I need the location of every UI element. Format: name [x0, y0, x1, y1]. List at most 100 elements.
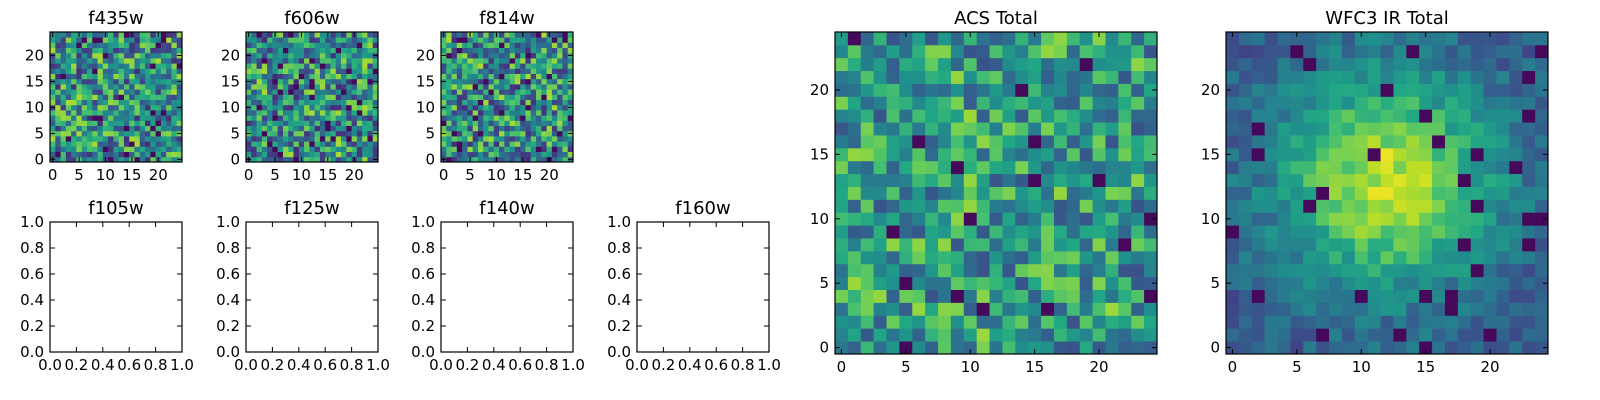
heatmap-cell: [557, 120, 563, 126]
heatmap-cell: [477, 156, 484, 163]
heatmap-cell: [1264, 186, 1278, 200]
heatmap-cell: [472, 115, 479, 121]
heatmap-cell: [886, 302, 900, 316]
heatmap-cell: [1444, 341, 1459, 355]
heatmap-cell: [514, 99, 521, 106]
heatmap-cell: [1066, 250, 1081, 265]
heatmap-cell: [499, 125, 505, 132]
heatmap-cell: [113, 47, 120, 54]
heatmap-cell: [1041, 199, 1055, 213]
heatmap-cell: [145, 63, 151, 69]
heatmap-cell: [288, 125, 294, 132]
heatmap-cell: [1226, 276, 1240, 290]
heatmap-cell: [335, 37, 342, 43]
heatmap-cell: [499, 115, 505, 121]
heatmap-cell: [546, 115, 553, 121]
heatmap-cell: [76, 42, 83, 48]
heatmap-cell: [102, 115, 109, 121]
heatmap-cell: [293, 63, 300, 69]
heatmap-cell: [309, 68, 316, 74]
heatmap-cell: [1131, 135, 1145, 149]
heatmap-cell: [351, 47, 358, 54]
heatmap-cell: [113, 146, 120, 152]
heatmap-cell: [1079, 173, 1093, 187]
x-tick-label: 0.2: [64, 356, 88, 374]
heatmap-cell: [251, 141, 257, 147]
heatmap-cell: [1226, 250, 1240, 265]
heatmap-cell: [562, 73, 569, 80]
x-tick-label: 15: [1416, 358, 1435, 376]
heatmap-cell: [504, 94, 511, 100]
heatmap-cell: [60, 52, 67, 59]
heatmap-cell: [1432, 122, 1446, 136]
heatmap-cell: [1316, 250, 1330, 265]
heatmap-cell: [1509, 147, 1523, 162]
heatmap-cell: [493, 136, 500, 142]
heatmap-cell: [1316, 109, 1330, 123]
heatmap-cell: [356, 156, 363, 163]
heatmap-cell: [567, 68, 574, 74]
heatmap-cell: [1496, 32, 1510, 46]
heatmap-cell: [288, 110, 294, 116]
heatmap-cell: [304, 136, 310, 142]
heatmap-cell: [102, 47, 109, 54]
heatmap-cell: [1303, 250, 1317, 265]
heatmap-cell: [1393, 289, 1407, 303]
heatmap-cell: [145, 78, 151, 85]
heatmap-cell: [134, 94, 141, 100]
heatmap-cell: [92, 125, 98, 132]
heatmap-cell: [256, 99, 263, 106]
heatmap-cell: [530, 68, 537, 74]
heatmap-cell: [873, 57, 887, 72]
heatmap-cell: [86, 110, 93, 116]
heatmap-cell: [525, 52, 532, 59]
heatmap-cell: [261, 110, 268, 116]
heatmap-cell: [293, 110, 300, 116]
heatmap-cell: [108, 32, 114, 38]
heatmap-cell: [176, 32, 183, 38]
heatmap-cell: [525, 104, 532, 111]
heatmap-cell: [477, 52, 484, 59]
heatmap-cell: [1290, 122, 1304, 136]
heatmap-cell: [1354, 83, 1369, 97]
heatmap-cell: [351, 115, 358, 121]
heatmap-cell: [912, 289, 926, 303]
heatmap-cell: [288, 136, 294, 142]
heatmap-cell: [1015, 263, 1029, 278]
heatmap-cell: [899, 263, 913, 278]
heatmap-cell: [160, 151, 167, 158]
heatmap-cell: [76, 37, 83, 43]
heatmap-cell: [1444, 160, 1459, 175]
heatmap-cell: [1509, 57, 1523, 72]
heatmap-cell: [462, 68, 468, 74]
heatmap-cell: [288, 73, 294, 80]
heatmap-cell: [155, 99, 162, 106]
heatmap-cell: [160, 37, 167, 43]
heatmap-cell: [335, 84, 342, 90]
heatmap-cell: [504, 42, 511, 48]
heatmap-cell: [462, 99, 468, 106]
heatmap-cell: [950, 147, 965, 162]
heatmap-cell: [1028, 238, 1042, 252]
heatmap-cell: [160, 47, 167, 54]
heatmap-cell: [108, 151, 114, 158]
heatmap-cell: [536, 156, 542, 163]
heatmap-cell: [509, 84, 516, 90]
heatmap-cell: [1015, 96, 1029, 110]
heatmap-cell: [1354, 328, 1369, 342]
heatmap-cell: [551, 130, 558, 137]
heatmap-cell: [251, 78, 257, 85]
heatmap-cell: [472, 110, 479, 116]
heatmap-cell: [1053, 70, 1068, 84]
heatmap-cell: [50, 115, 56, 121]
heatmap-cell: [1079, 70, 1093, 84]
heatmap-cell: [912, 212, 926, 226]
heatmap-cell: [372, 47, 379, 54]
heatmap-cell: [1316, 57, 1330, 72]
heatmap-cell: [1509, 250, 1523, 265]
heatmap-cell: [886, 44, 900, 59]
heatmap-cell: [65, 94, 72, 100]
heatmap-cell: [835, 186, 849, 200]
heatmap-cell: [71, 94, 77, 100]
heatmap-cell: [351, 84, 358, 90]
